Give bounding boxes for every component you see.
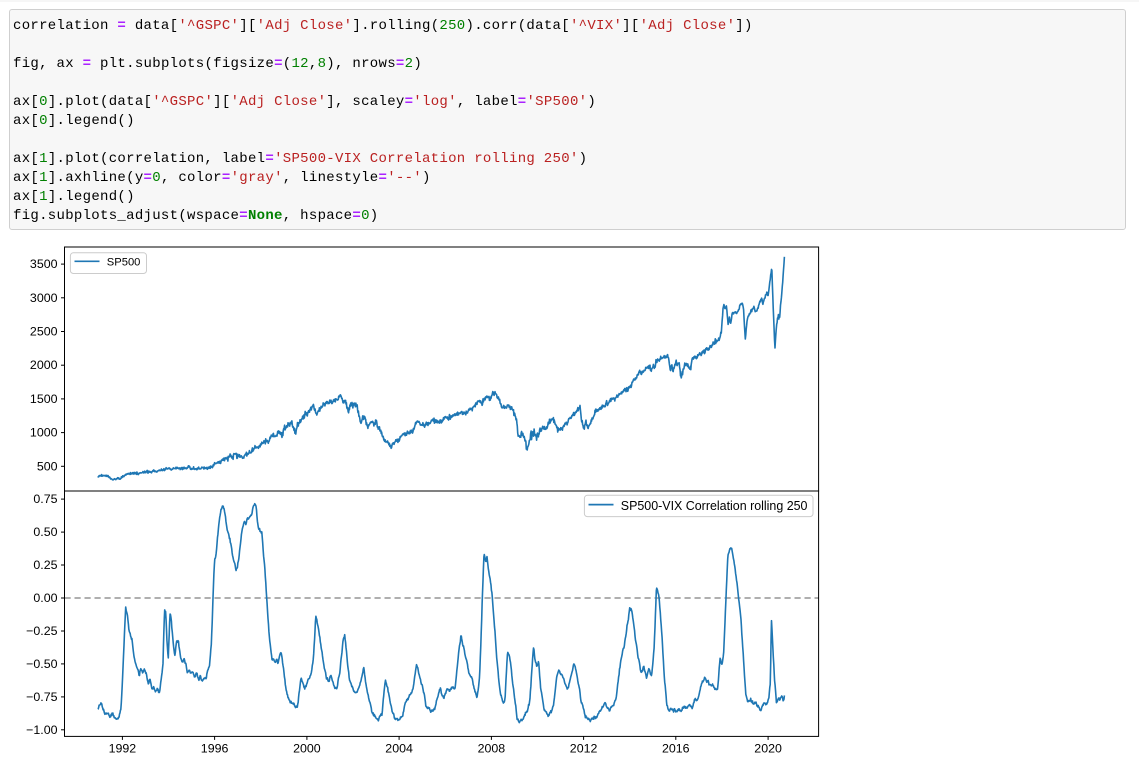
svg-text:1500: 1500 bbox=[30, 392, 58, 406]
svg-text:−1.00: −1.00 bbox=[26, 723, 57, 737]
svg-text:2000: 2000 bbox=[293, 741, 321, 755]
svg-text:−0.50: −0.50 bbox=[26, 657, 57, 671]
svg-text:0.00: 0.00 bbox=[33, 591, 57, 605]
svg-text:2012: 2012 bbox=[570, 741, 598, 755]
svg-text:2016: 2016 bbox=[662, 741, 690, 755]
svg-text:3500: 3500 bbox=[30, 257, 58, 271]
svg-text:1000: 1000 bbox=[30, 426, 58, 440]
svg-text:−0.25: −0.25 bbox=[26, 624, 57, 638]
svg-text:2020: 2020 bbox=[754, 741, 782, 755]
svg-text:−0.75: −0.75 bbox=[26, 690, 57, 704]
svg-text:0.50: 0.50 bbox=[33, 525, 57, 539]
svg-text:SP500-VIX Correlation rolling: SP500-VIX Correlation rolling 250 bbox=[621, 499, 808, 513]
svg-text:0.25: 0.25 bbox=[33, 558, 57, 572]
svg-text:1996: 1996 bbox=[201, 741, 229, 755]
svg-text:3000: 3000 bbox=[30, 291, 58, 305]
svg-text:SP500: SP500 bbox=[107, 257, 141, 269]
svg-text:0.75: 0.75 bbox=[33, 492, 57, 506]
svg-text:500: 500 bbox=[37, 459, 58, 473]
svg-text:2000: 2000 bbox=[30, 358, 58, 372]
svg-text:2008: 2008 bbox=[478, 741, 506, 755]
svg-text:1992: 1992 bbox=[109, 741, 137, 755]
svg-text:2004: 2004 bbox=[385, 741, 413, 755]
svg-text:2500: 2500 bbox=[30, 325, 58, 339]
